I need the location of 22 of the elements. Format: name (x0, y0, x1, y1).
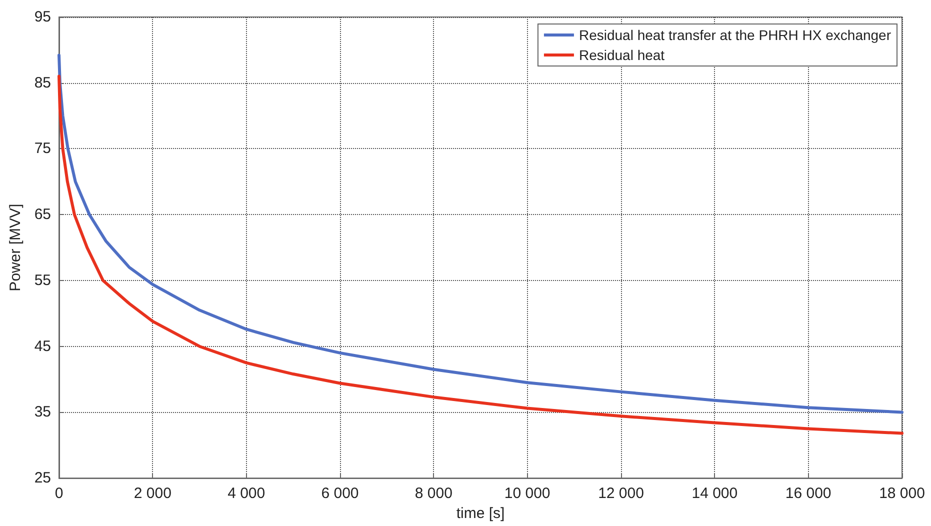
x-axis-title: time [s] (456, 505, 505, 522)
x-tick-label: 18 000 (879, 485, 925, 502)
y-tick-label: 35 (34, 404, 51, 421)
y-axis-title: Power [MVV] (7, 204, 24, 292)
x-tick-label: 6 000 (321, 485, 359, 502)
y-tick-label: 45 (34, 338, 51, 355)
y-tick-label: 85 (34, 74, 51, 92)
x-tick-label: 12 000 (598, 485, 644, 502)
y-tick-label: 65 (34, 206, 51, 224)
y-tick-label: 75 (34, 140, 51, 158)
x-tick-label: 8 000 (414, 485, 452, 502)
legend-label: Residual heat transfer at the PHRH HX exchanger (578, 27, 892, 43)
x-tick-label: 16 000 (785, 485, 832, 502)
legend-label: Residual heat (578, 47, 665, 63)
y-tick-label: 55 (34, 272, 51, 289)
x-tick-label: 0 (54, 485, 64, 502)
x-tick-label: 2 000 (134, 485, 172, 502)
x-tick-label: 14 000 (692, 485, 738, 502)
y-tick-label: 25 (34, 470, 51, 487)
x-tick-label: 4 000 (228, 485, 266, 502)
y-tick-label: 95 (34, 8, 51, 26)
x-tick-label: 10 000 (504, 485, 550, 502)
